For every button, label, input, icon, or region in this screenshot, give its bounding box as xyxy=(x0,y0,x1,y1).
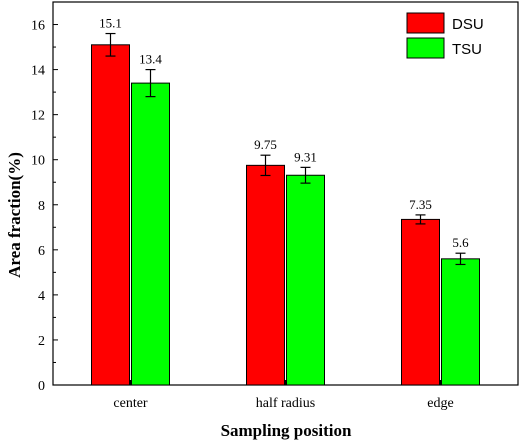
y-tick-label: 10 xyxy=(31,154,45,169)
bar-tsu-edge xyxy=(441,258,480,386)
x-tick-label-half-radius: half radius xyxy=(256,396,315,411)
x-axis-ticks: center half radius edge xyxy=(113,380,454,411)
x-tick-label-center: center xyxy=(113,396,148,411)
data-label: 9.75 xyxy=(254,137,277,152)
legend-label-tsu: TSU xyxy=(452,41,482,58)
bar-tsu-half-radius xyxy=(286,174,325,386)
y-tick-label: 14 xyxy=(31,64,45,79)
data-label: 13.4 xyxy=(139,52,162,67)
y-axis-ticks: 0 2 4 6 8 10 12 14 16 xyxy=(31,19,58,394)
bar-dsu-half-radius xyxy=(246,164,285,386)
data-label: 7.35 xyxy=(409,197,432,212)
bars: 15.1 13.4 9.75 9.31 7.35 5.6 xyxy=(91,16,480,386)
y-tick-label: 6 xyxy=(38,244,45,259)
legend-swatch-dsu xyxy=(406,12,445,34)
data-label: 9.31 xyxy=(294,149,317,164)
data-label: 15.1 xyxy=(99,16,122,31)
bar-tsu-center xyxy=(131,82,170,386)
data-label: 5.6 xyxy=(452,235,469,250)
y-tick-label: 8 xyxy=(38,199,45,214)
y-axis-title: Area fraction(%) xyxy=(5,152,24,278)
y-tick-label: 0 xyxy=(38,379,45,394)
y-tick-label: 4 xyxy=(38,289,45,304)
y-tick-label: 2 xyxy=(38,334,45,349)
legend-label-dsu: DSU xyxy=(452,16,484,33)
legend-swatch-tsu xyxy=(406,37,445,59)
x-axis-title: Sampling position xyxy=(221,421,352,440)
legend: DSU TSU xyxy=(406,12,484,59)
bar-dsu-edge xyxy=(401,218,440,386)
bar-dsu-center xyxy=(91,44,130,386)
y-tick-label: 12 xyxy=(31,109,45,124)
y-tick-label: 16 xyxy=(31,19,45,34)
x-tick-label-edge: edge xyxy=(427,396,453,411)
